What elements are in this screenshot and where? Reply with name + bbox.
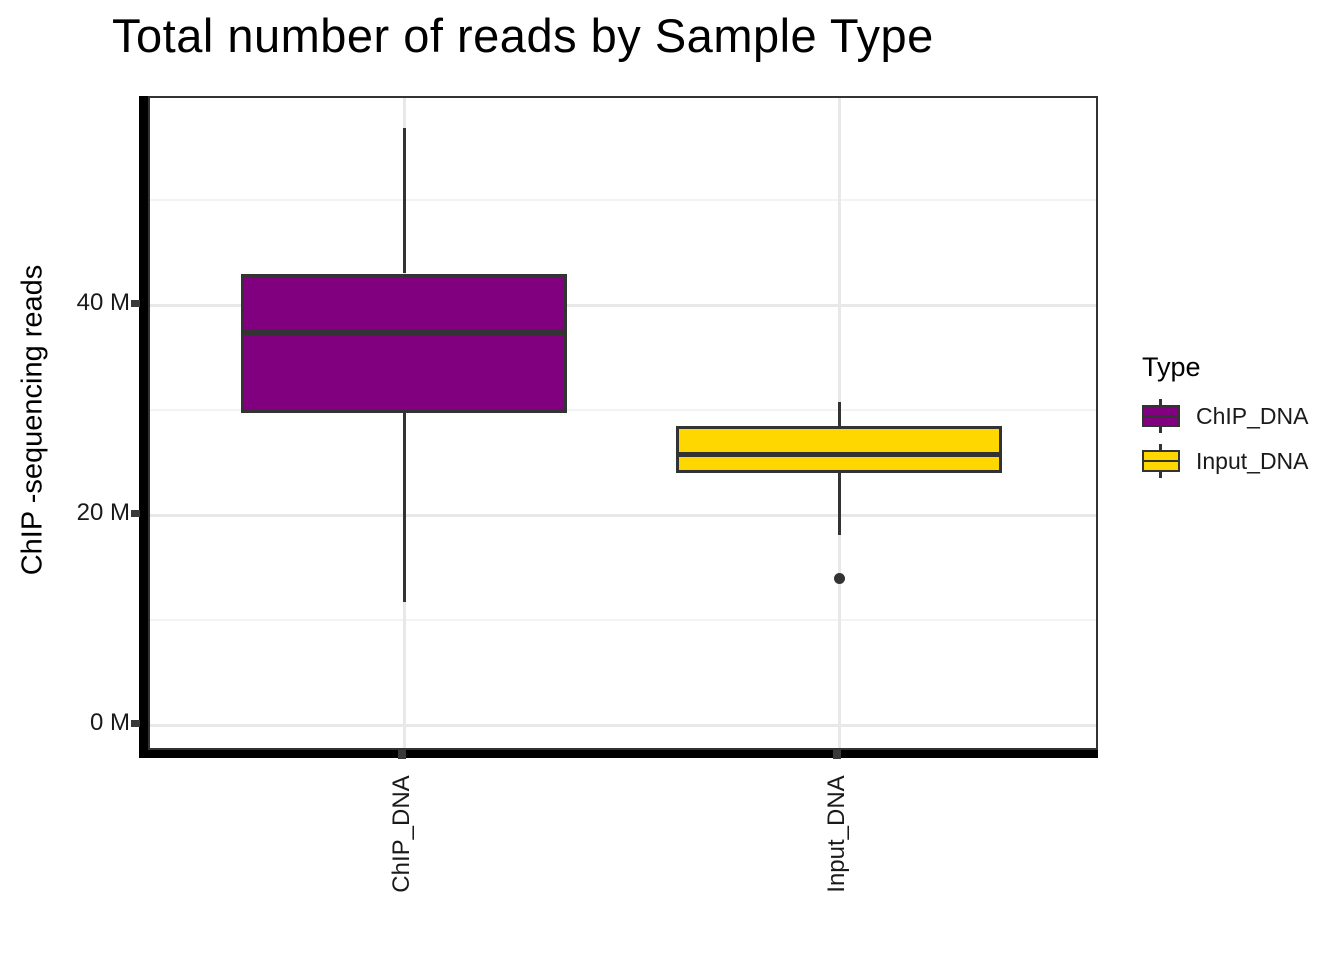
box-ChIP_DNA <box>241 273 567 414</box>
whisker-upper-ChIP_DNA <box>402 127 406 274</box>
median-Input_DNA <box>679 451 999 457</box>
gridline-major-20M <box>150 513 1096 517</box>
legend-key-boxplot-icon <box>1142 399 1180 433</box>
x-axis-line <box>139 750 1098 758</box>
legend: Type ChIP_DNA Input_DNA <box>1142 352 1309 489</box>
legend-title: Type <box>1142 352 1201 382</box>
y-tick-40M <box>131 299 140 307</box>
legend-label-Input_DNA: Input_DNA <box>1196 447 1309 474</box>
y-tick-label-0M: 0 M <box>89 709 130 736</box>
legend-entries: ChIP_DNA Input_DNA <box>1142 399 1309 478</box>
y-tick-0M <box>131 719 140 727</box>
gridline-minor-10M <box>150 619 1096 621</box>
y-tick-label-20M: 20 M <box>76 499 130 526</box>
whisker-lower-Input_DNA <box>837 473 841 535</box>
legend-key-median <box>1144 459 1178 462</box>
x-tick-label-Input_DNA: Input_DNA <box>823 775 850 893</box>
gridline-minor-50M <box>150 199 1096 201</box>
whisker-upper-Input_DNA <box>837 401 841 426</box>
y-tick-label-40M: 40 M <box>76 289 130 316</box>
y-axis-line <box>139 96 148 758</box>
outlier-Input_DNA <box>833 572 845 584</box>
chart-title: Total number of reads by Sample Type <box>112 9 934 62</box>
gridline-minor-30M <box>150 409 1096 411</box>
x-tick-ChIP_DNA <box>398 750 406 759</box>
x-tick-label-ChIP_DNA: ChIP_DNA <box>388 775 415 893</box>
median-ChIP_DNA <box>244 329 564 335</box>
whisker-lower-ChIP_DNA <box>402 413 406 603</box>
x-tick-Input_DNA <box>833 750 841 759</box>
legend-key-boxplot-icon <box>1142 444 1180 478</box>
y-tick-20M <box>131 509 140 517</box>
gridline-major-40M <box>150 303 1096 307</box>
gridline-major-0M <box>150 723 1096 727</box>
plot-panel <box>148 96 1098 750</box>
legend-entry-ChIP_DNA: ChIP_DNA <box>1142 399 1309 433</box>
legend-label-ChIP_DNA: ChIP_DNA <box>1196 402 1309 429</box>
box-Input_DNA <box>676 425 1002 473</box>
legend-key-median <box>1144 414 1178 417</box>
legend-entry-Input_DNA: Input_DNA <box>1142 444 1309 478</box>
